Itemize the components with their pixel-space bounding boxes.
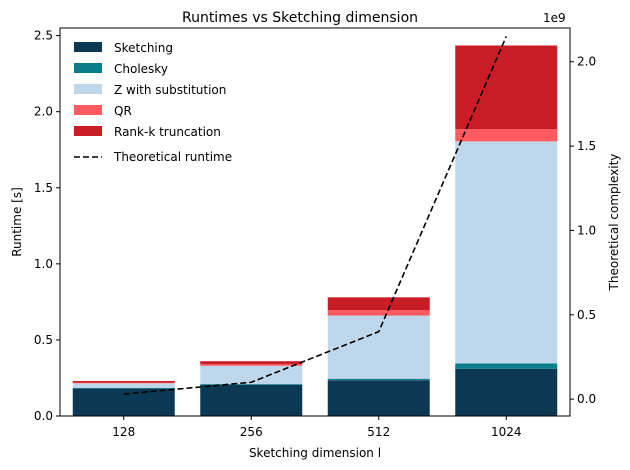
x-tick-label: 512 (367, 425, 390, 439)
legend-label: Sketching (114, 41, 173, 55)
y-tick-label: 0.5 (34, 333, 53, 347)
bar-segment (72, 383, 175, 388)
legend-label: QR (114, 104, 132, 118)
bar-segment (200, 384, 303, 385)
bar-segment (72, 387, 175, 389)
bar-segment (327, 315, 430, 379)
legend-swatch (74, 84, 102, 94)
bar-segment (455, 368, 558, 416)
chart-title: Runtimes vs Sketching dimension (182, 10, 418, 26)
y-tick-label: 0.0 (34, 409, 53, 423)
bars-group (72, 45, 558, 416)
y2-multiplier-label: 1e9 (543, 11, 566, 25)
bar-segment (455, 141, 558, 364)
y-axis: 0.0 0.5 1.0 1.5 2.0 2.5 (34, 29, 60, 423)
y2-tick-label: 1.5 (577, 139, 596, 153)
line-layer (123, 36, 507, 395)
plot-frame (59, 27, 571, 417)
bar-segment (455, 45, 558, 130)
theoretical-runtime-line (123, 36, 507, 395)
y2-tick-label: 2.0 (577, 55, 596, 69)
x-tick-label: 1024 (491, 425, 522, 439)
y-tick-label: 1.5 (34, 181, 53, 195)
y-tick-label: 2.0 (34, 105, 53, 119)
bar-segment (200, 361, 303, 365)
x-tick-label: 128 (112, 425, 135, 439)
y-tick-label: 2.5 (34, 29, 53, 43)
legend-swatch (74, 126, 102, 136)
bar-segment (72, 382, 175, 384)
bar-segment (200, 384, 303, 416)
y2-axis-label: Theoretical complexity (607, 154, 621, 292)
x-axis: 128 256 512 1024 (112, 416, 522, 439)
y2-tick-label: 1.0 (577, 223, 596, 237)
bar-segment (327, 378, 430, 381)
y-axis-label: Runtime [s] (10, 187, 24, 257)
x-axis-label: Sketching dimension l (249, 446, 381, 460)
legend-label: Rank-k truncation (114, 125, 221, 139)
bar-segment (200, 364, 303, 366)
legend-label: Cholesky (114, 62, 168, 76)
x-tick-label: 256 (240, 425, 263, 439)
bar-segment (327, 380, 430, 416)
y2-tick-label: 0.5 (577, 308, 596, 322)
bar-segment (327, 297, 430, 311)
legend-swatch (74, 105, 102, 115)
legend: Sketching Cholesky Z with substitution QR Ra… (74, 41, 232, 164)
legend-swatch (74, 42, 102, 52)
bar-segment (72, 381, 175, 383)
legend-label: Z with substitution (114, 83, 226, 97)
bar-segment (455, 129, 558, 142)
y2-tick-label: 0.0 (577, 392, 596, 406)
y2-axis: 0.0 0.5 1.0 1.5 2.0 (570, 55, 596, 406)
legend-swatch (74, 63, 102, 73)
y-tick-label: 1.0 (34, 257, 53, 271)
bar-segment (72, 388, 175, 416)
bar-segment (327, 310, 430, 316)
bar-segment (200, 365, 303, 385)
legend-label: Theoretical runtime (113, 150, 232, 164)
bar-segment (455, 363, 558, 369)
